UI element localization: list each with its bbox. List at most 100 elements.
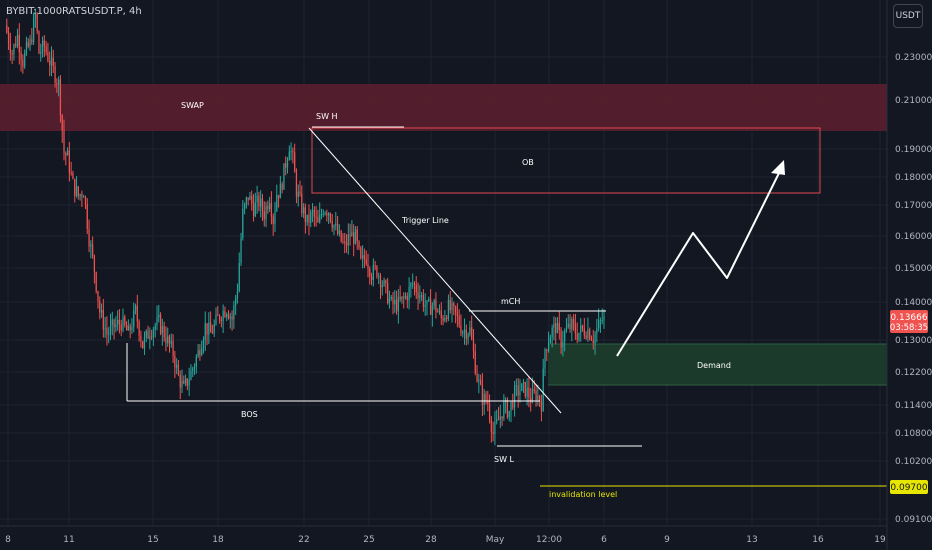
candle-body: [572, 319, 575, 325]
candle-body: [447, 299, 450, 319]
candle-body: [233, 305, 235, 320]
candle-body: [496, 419, 498, 422]
candle-body: [134, 305, 137, 311]
price-tick-label: 0.10200: [895, 457, 932, 467]
currency-button[interactable]: USDT: [893, 4, 923, 28]
candle-body: [333, 225, 335, 228]
price-tick-label: 0.14000: [895, 298, 932, 308]
candle-body: [361, 255, 364, 259]
candle-body: [277, 194, 280, 199]
candle-body: [304, 207, 307, 222]
candle-body: [513, 385, 516, 408]
candle-body: [315, 216, 317, 218]
candle-body: [367, 263, 369, 269]
candle-body: [469, 327, 471, 335]
projection-path: [616, 166, 783, 357]
candle-body: [272, 216, 274, 224]
candle-body: [106, 328, 108, 335]
time-tick-label: 9: [664, 535, 670, 545]
candle-body: [93, 255, 96, 273]
time-axis[interactable]: 8 11 15 18 22 25 28 May 12:00 6 9 13 16 19: [5, 535, 886, 545]
candle-body: [596, 328, 598, 334]
candle-body: [204, 323, 206, 341]
candle-body: [365, 259, 367, 264]
candle-body: [184, 378, 187, 384]
candle-body: [539, 395, 541, 402]
candle-body: [370, 276, 373, 280]
candle-body: [179, 375, 181, 388]
candle-body: [49, 60, 51, 66]
candle-body: [429, 298, 432, 315]
ob-label: OB: [522, 158, 534, 167]
candle-body: [63, 130, 65, 153]
price-axis[interactable]: 0.23000 0.21000 0.19000 0.18000 0.17000 0.160…: [895, 53, 932, 525]
candle-body: [70, 172, 72, 174]
candle-body: [288, 151, 290, 161]
candle-body: [43, 40, 45, 47]
candle-body: [374, 265, 376, 267]
candle-body: [150, 336, 153, 338]
candle-body: [351, 232, 353, 237]
candle-body: [235, 298, 237, 306]
candle-body: [399, 296, 401, 300]
candle-body: [578, 332, 580, 341]
candle-body: [65, 152, 67, 156]
candle-body: [340, 230, 342, 242]
candle-body: [174, 355, 176, 368]
candle-body: [218, 315, 221, 320]
candle-body: [556, 322, 559, 334]
price-tick-label: 0.10800: [895, 429, 932, 439]
candle-body: [181, 380, 183, 388]
candle-body: [302, 207, 305, 214]
candle-body: [530, 397, 532, 403]
symbol-title[interactable]: BYBIT:1000RATSUSDT.P, 4h: [6, 6, 142, 17]
candle-body: [506, 400, 509, 418]
candle-body: [159, 314, 162, 334]
candle-body: [297, 191, 299, 197]
candle-body: [426, 300, 428, 305]
price-tick-label: 0.19000: [895, 145, 932, 155]
candle-body: [472, 339, 475, 352]
candle-body: [454, 306, 457, 313]
candle-body: [292, 151, 294, 153]
candle-body: [519, 390, 521, 396]
candle-body: [31, 39, 33, 42]
candle-body: [54, 65, 56, 84]
bos-label: BOS: [241, 410, 258, 419]
candle-body: [428, 298, 430, 301]
candle-body: [9, 43, 11, 54]
candle-body: [301, 193, 303, 214]
candle-body: [331, 221, 333, 228]
candle-body: [108, 333, 110, 335]
candle-body: [283, 163, 285, 190]
candle-body: [147, 330, 149, 339]
candle-body: [467, 334, 469, 339]
candle-body: [598, 320, 600, 329]
price-tick-label: 0.18000: [895, 173, 932, 183]
candle-body: [245, 197, 248, 204]
candle-body: [320, 214, 323, 216]
invalidation-price-tag-bg: [890, 480, 928, 494]
sw-h-label: SW H: [316, 112, 338, 121]
candle-body: [254, 202, 256, 217]
candle-body: [104, 328, 106, 330]
candle-body: [546, 349, 548, 351]
candle-body: [183, 380, 185, 384]
candle-body: [335, 223, 337, 226]
candle-body: [431, 305, 433, 315]
trigger-line: [308, 127, 562, 414]
candle-body: [190, 370, 192, 380]
time-tick-label: May: [486, 535, 505, 545]
candle-body: [395, 299, 398, 312]
candle-body: [97, 291, 99, 302]
candle-body: [553, 323, 555, 329]
candle-body: [306, 214, 308, 222]
candle-body: [213, 323, 215, 334]
candle-body: [111, 319, 113, 325]
candle-body: [460, 325, 462, 334]
candle-body: [211, 332, 214, 334]
candle-body: [342, 241, 344, 243]
invalidation-price-tag: 0.09700: [890, 480, 928, 494]
candle-body: [449, 299, 451, 311]
